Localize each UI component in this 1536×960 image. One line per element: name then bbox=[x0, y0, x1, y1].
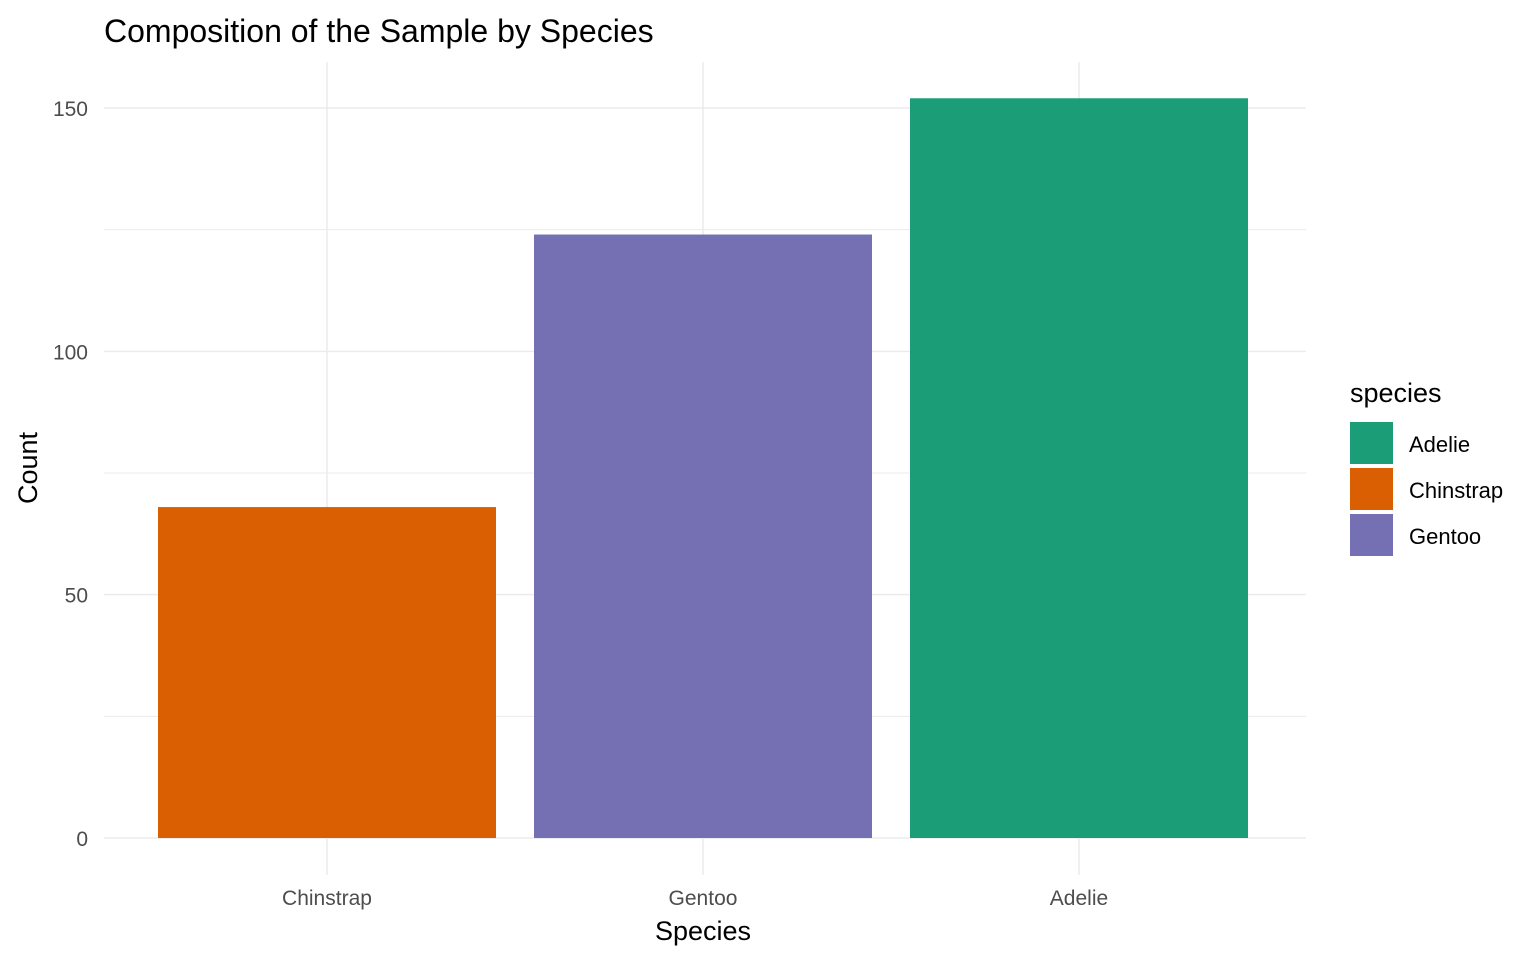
legend-title: species bbox=[1350, 378, 1442, 408]
bars bbox=[158, 98, 1248, 839]
y-tick-label: 150 bbox=[53, 98, 88, 121]
y-tick-label: 100 bbox=[53, 341, 88, 364]
legend-label-chinstrap: Chinstrap bbox=[1409, 478, 1503, 503]
x-axis-ticks: Chinstrap Gentoo Adelie bbox=[282, 887, 1108, 910]
y-tick-label: 0 bbox=[76, 828, 88, 851]
bar-adelie bbox=[910, 98, 1248, 839]
y-axis-ticks: 0 50 100 150 bbox=[53, 98, 88, 851]
legend-label-adelie: Adelie bbox=[1409, 432, 1470, 457]
y-tick-label: 50 bbox=[65, 585, 88, 608]
x-tick-label: Gentoo bbox=[669, 887, 738, 910]
bar-gentoo bbox=[534, 234, 872, 839]
bar-chinstrap bbox=[158, 507, 496, 838]
legend-swatch-gentoo bbox=[1350, 514, 1393, 556]
x-tick-label: Chinstrap bbox=[282, 887, 372, 910]
legend-swatch-adelie bbox=[1350, 422, 1393, 464]
x-tick-label: Adelie bbox=[1050, 887, 1108, 910]
legend-swatch-chinstrap bbox=[1350, 468, 1393, 510]
y-axis-title: Count bbox=[13, 431, 43, 504]
legend-label-gentoo: Gentoo bbox=[1409, 524, 1481, 549]
legend: species Adelie Chinstrap Gentoo bbox=[1350, 378, 1503, 556]
x-axis-title: Species bbox=[655, 916, 751, 946]
chart-title: Composition of the Sample by Species bbox=[104, 13, 654, 49]
